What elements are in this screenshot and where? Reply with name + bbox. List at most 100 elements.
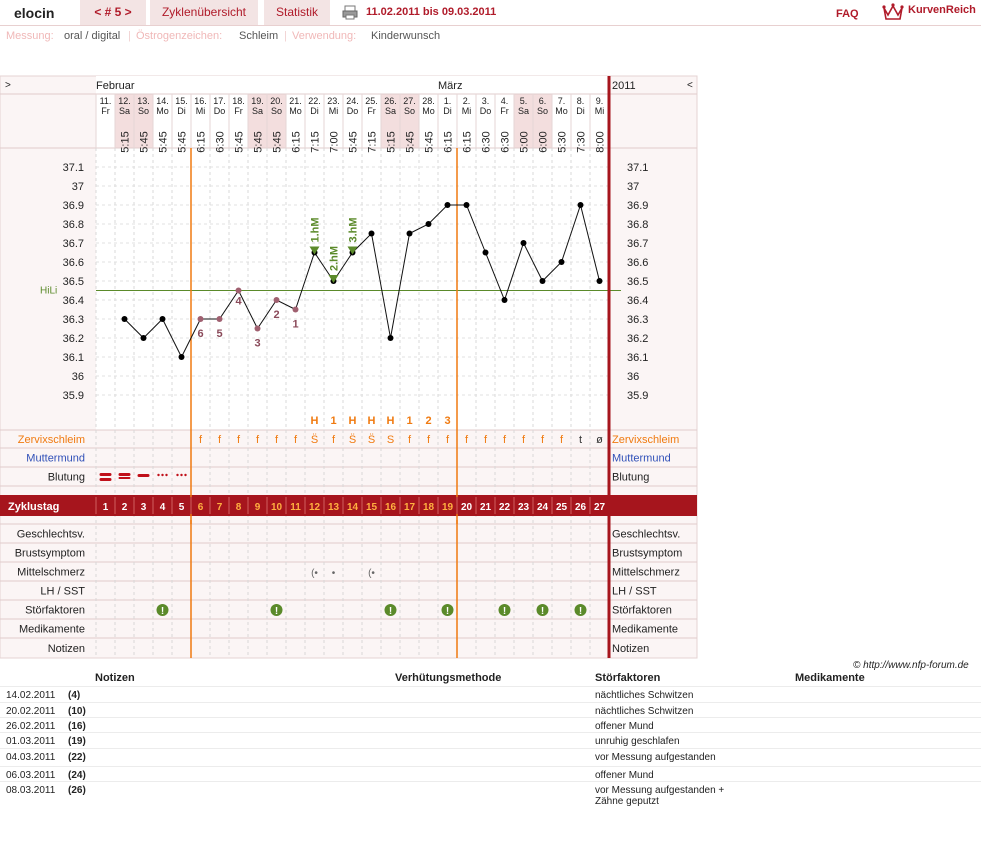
y-tick-label: 35.9 — [63, 390, 84, 402]
y-tick-label-right: 36.4 — [627, 295, 648, 307]
faq-link[interactable]: FAQ — [836, 8, 859, 20]
note-cycle-day: (24) — [68, 770, 86, 781]
cycle-day: 3 — [141, 502, 147, 513]
mittelschmerz-mark: (• — [311, 568, 318, 579]
lower-mark: 4 — [235, 296, 242, 308]
mucus-value: t — [579, 434, 582, 446]
day-number: 19. — [251, 96, 264, 106]
weekday: Mo — [422, 106, 435, 116]
weekend-shade — [134, 94, 153, 148]
mucus-value: f — [560, 434, 564, 446]
day-number: 14. — [156, 96, 169, 106]
higher-mark: 3.hM — [348, 217, 360, 242]
measure-time: 7:00 — [329, 131, 341, 152]
notes-header: Notizen — [95, 672, 135, 684]
weekday: Fr — [500, 106, 509, 116]
measure-time: 6:30 — [215, 131, 227, 152]
weekday: Di — [310, 106, 319, 116]
temperature-point — [482, 249, 489, 256]
y-tick-label: 36.7 — [63, 238, 84, 250]
weekday: Mo — [289, 106, 302, 116]
mucus-value: f — [294, 434, 298, 446]
day-number: 7. — [558, 96, 566, 106]
stoerfaktor-icon — [574, 604, 587, 616]
cycle-navigator[interactable]: < # 5 > — [80, 0, 146, 25]
y-tick-label-right: 37 — [627, 181, 639, 193]
row-label-notes: Notizen — [48, 643, 85, 655]
day-number: 1. — [444, 96, 452, 106]
note-stoerfaktor: offener Mund — [595, 770, 654, 781]
temperature-point — [235, 287, 242, 294]
row-label-right-breast: Brustsymptom — [612, 548, 682, 560]
notes-row: 20.02.2011 (10) nächtliches Schwitzen — [0, 702, 981, 717]
cycle-day: 5 — [179, 502, 185, 513]
note-date: 26.02.2011 — [6, 721, 56, 732]
row-label-right-lh: LH / SST — [612, 586, 657, 598]
measure-time: 5:15 — [120, 131, 132, 152]
cycle-day: 22 — [499, 502, 511, 513]
measure-time: 5:45 — [424, 131, 436, 152]
notes-row: 26.02.2011 (16) offener Mund — [0, 717, 981, 732]
cycle-day: 11 — [290, 502, 301, 513]
mucus-peak: H — [368, 415, 376, 427]
y-tick-label-right: 36.7 — [627, 238, 648, 250]
lower-mark: 5 — [216, 328, 222, 340]
weekday: Sa — [119, 106, 130, 116]
y-tick-label-right: 36.2 — [627, 333, 648, 345]
day-number: 12. — [118, 96, 131, 106]
mittelschmerz-mark: (• — [368, 568, 375, 579]
mucus-value: ø — [596, 434, 603, 446]
lower-mark: 6 — [197, 328, 203, 340]
mucus-value: S — [387, 434, 394, 446]
mucus-value: f — [332, 434, 336, 446]
measure-time: 5:45 — [405, 131, 417, 152]
weekday: Fr — [234, 106, 243, 116]
measure-time: 5:45 — [253, 131, 265, 152]
row-label-right-cervix: Zervixschleim — [612, 434, 679, 446]
mucus-value: f — [465, 434, 469, 446]
cycle-day: 10 — [271, 502, 283, 513]
temperature-point — [387, 335, 394, 341]
lower-mark: 2 — [273, 309, 279, 321]
tab-overview[interactable]: Zyklenübersicht — [150, 0, 258, 25]
brand-logo[interactable]: KurvenReich — [908, 4, 976, 16]
note-date: 01.03.2011 — [6, 736, 56, 747]
measure-label: Messung: — [6, 30, 54, 42]
weekend-shade — [381, 94, 400, 148]
day-number: 11. — [100, 96, 112, 106]
higher-mark-triangle — [309, 246, 320, 255]
temperature-point — [558, 259, 565, 265]
temperature-point — [159, 316, 166, 322]
temperature-point — [254, 325, 261, 332]
day-number: 16. — [194, 96, 207, 106]
row-label-sex: Geschlechtsv. — [17, 529, 85, 541]
mucus-value: f — [199, 434, 203, 446]
bleeding-mark — [118, 477, 131, 479]
weekday: Mi — [196, 106, 206, 116]
estrogen-label: Östrogenzeichen: — [136, 30, 223, 42]
measure-time: 6:15 — [291, 131, 303, 152]
day-number: 6. — [539, 96, 547, 106]
weekday: Di — [177, 106, 186, 116]
y-tick-label: 37.1 — [63, 162, 84, 174]
cycle-day: 23 — [518, 502, 530, 513]
note-date: 08.03.2011 — [6, 785, 56, 796]
stoerfaktor-icon: ! — [446, 606, 449, 617]
day-number: 2. — [463, 96, 471, 106]
measure-time: 5:45 — [272, 131, 284, 152]
weekend-shade — [248, 94, 267, 148]
y-tick-label: 36.5 — [63, 276, 84, 288]
stoerfaktor-icon: ! — [579, 606, 582, 617]
mucus-value: f — [256, 434, 260, 446]
bleeding-mark — [137, 474, 150, 477]
weekend-shade — [267, 94, 286, 148]
cycle-day: 25 — [556, 502, 568, 513]
cycle-day: 8 — [236, 502, 242, 513]
print-icon[interactable] — [342, 5, 358, 20]
measure-time: 7:15 — [310, 131, 322, 152]
bleeding-mark — [157, 473, 160, 477]
temperature-point — [463, 202, 470, 208]
tab-statistics[interactable]: Statistik — [264, 0, 330, 25]
row-label-bleed: Blutung — [48, 472, 85, 484]
mucus-value: f — [218, 434, 222, 446]
